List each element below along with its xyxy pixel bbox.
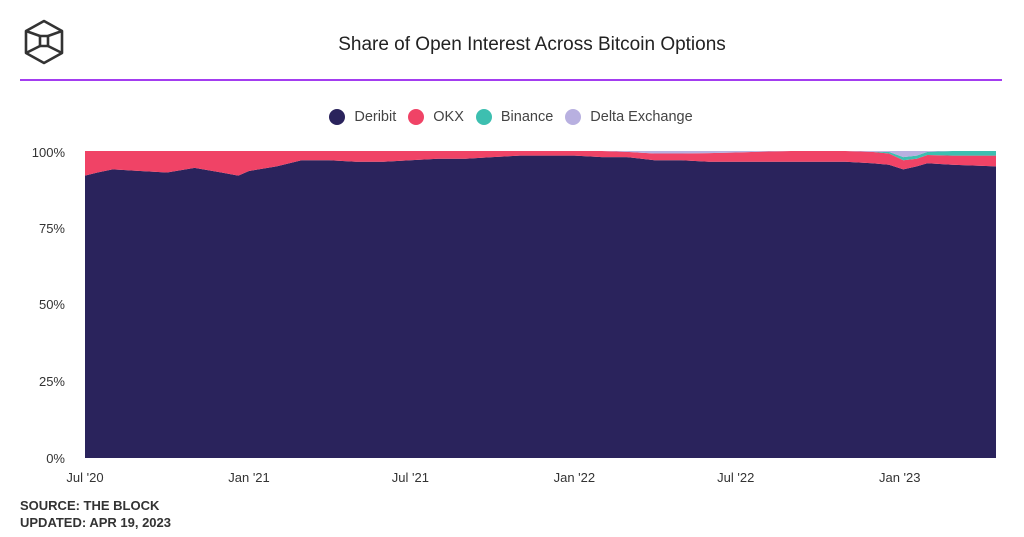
y-tick-label: 100% xyxy=(32,145,66,160)
legend-swatch xyxy=(408,109,425,125)
area-okx xyxy=(85,151,996,176)
legend-label: Delta Exchange xyxy=(590,109,693,125)
area-deribit xyxy=(85,155,996,458)
x-tick-label: Jan '23 xyxy=(879,470,921,485)
legend-swatch xyxy=(565,109,582,125)
legend-swatch xyxy=(475,109,492,125)
x-tick-label: Jul '21 xyxy=(392,470,429,485)
area-binance xyxy=(85,151,996,161)
title-divider xyxy=(20,79,1002,81)
y-tick-label: 25% xyxy=(39,374,65,389)
legend-item-okx[interactable]: OKX xyxy=(408,109,464,125)
legend-label: Deribit xyxy=(354,109,397,125)
the-block-logo-icon xyxy=(24,19,64,65)
updated-note: UPDATED: APR 19, 2023 xyxy=(20,515,171,530)
legend-item-binance[interactable]: Binance xyxy=(475,109,554,125)
legend-item-deribit[interactable]: Deribit xyxy=(329,109,396,125)
legend: Deribit OKX Binance Delta Exchange xyxy=(0,109,1024,125)
chart-title: Share of Open Interest Across Bitcoin Op… xyxy=(338,34,726,55)
area-delta-exchange xyxy=(85,151,996,158)
y-tick-label: 75% xyxy=(39,221,65,236)
y-tick-label: 0% xyxy=(46,451,65,466)
x-tick-label: Jan '21 xyxy=(228,470,270,485)
legend-label: OKX xyxy=(433,109,464,125)
legend-item-delta-exchange[interactable]: Delta Exchange xyxy=(565,109,693,125)
y-tick-label: 50% xyxy=(39,297,65,312)
x-tick-label: Jul '22 xyxy=(717,470,754,485)
legend-swatch xyxy=(329,109,346,125)
x-tick-label: Jan '22 xyxy=(554,470,596,485)
x-tick-label: Jul '20 xyxy=(66,470,103,485)
source-note: SOURCE: THE BLOCK xyxy=(20,498,160,513)
legend-label: Binance xyxy=(500,109,554,125)
